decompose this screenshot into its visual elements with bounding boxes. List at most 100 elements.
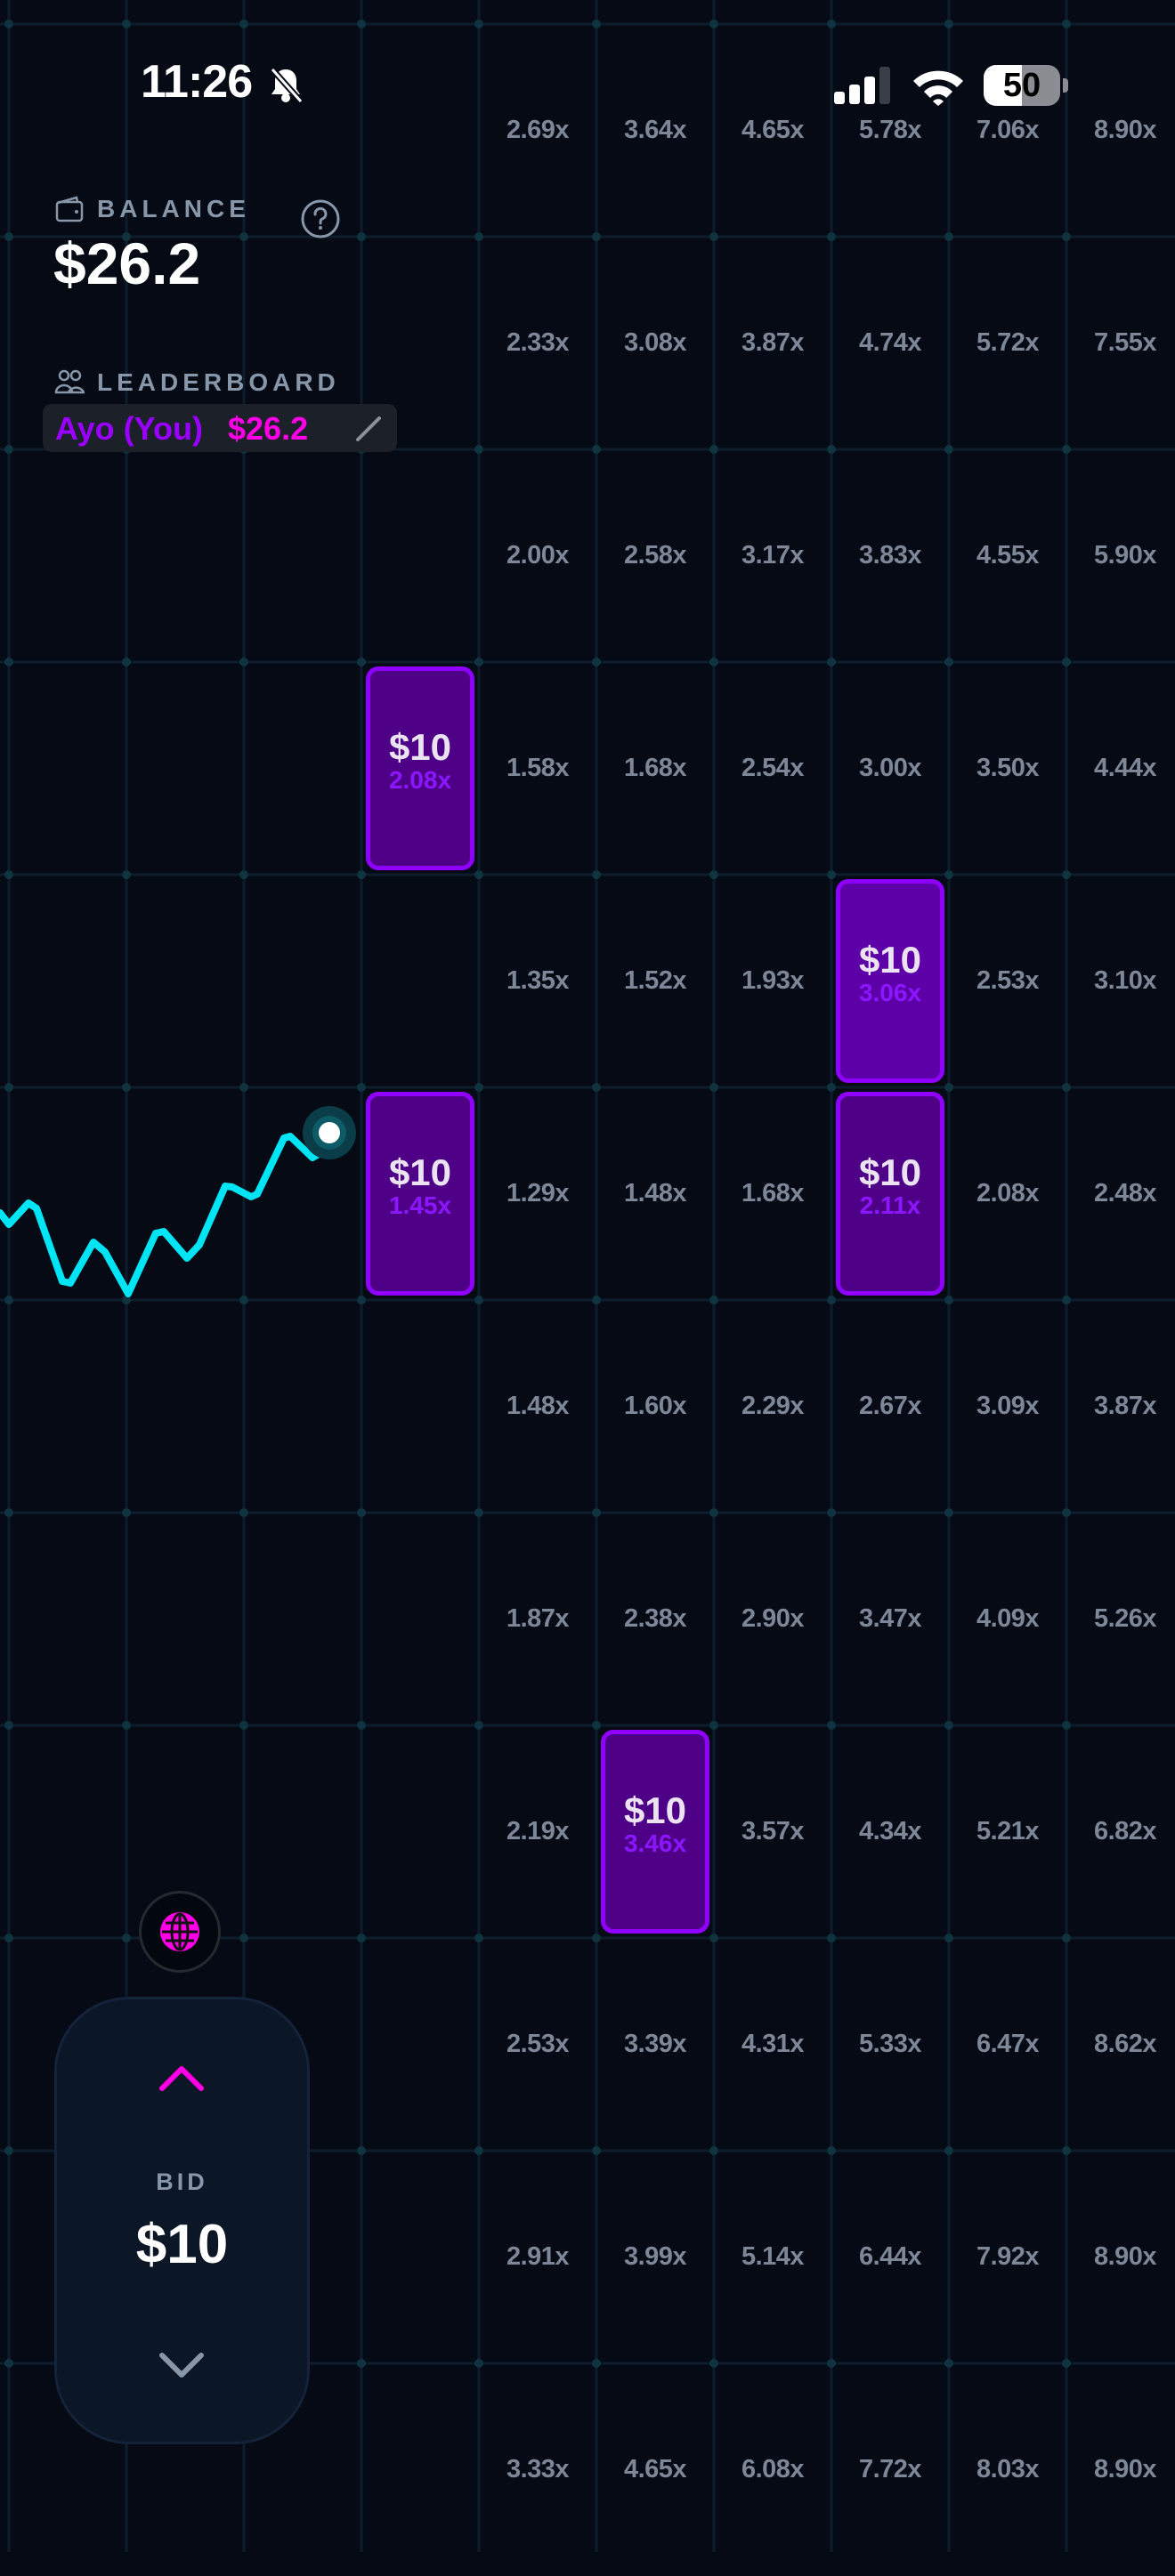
- question-circle-icon[interactable]: [300, 198, 341, 239]
- grid-cell[interactable]: 3.64x: [596, 24, 714, 237]
- grid-node: [239, 1508, 248, 1517]
- multiplier-value: 1.48x: [506, 1392, 570, 1420]
- chevron-down-icon[interactable]: [157, 2348, 207, 2384]
- grid-cell[interactable]: 4.44x: [1066, 662, 1175, 875]
- grid-cell[interactable]: 7.72x: [831, 2363, 949, 2576]
- grid-cell[interactable]: 2.53x: [479, 1938, 596, 2151]
- grid-cell[interactable]: 6.44x: [831, 2151, 949, 2363]
- grid-cell[interactable]: 3.00x: [831, 662, 949, 875]
- grid-cell[interactable]: 3.08x: [596, 237, 714, 449]
- grid-cell[interactable]: 2.53x: [949, 875, 1066, 1087]
- grid-node: [827, 658, 836, 666]
- grid-cell[interactable]: 4.34x: [831, 1725, 949, 1938]
- grid-cell[interactable]: 1.58x: [479, 662, 596, 875]
- grid-cell[interactable]: 6.47x: [949, 1938, 1066, 2151]
- pencil-icon[interactable]: [354, 413, 385, 443]
- grid-cell[interactable]: 3.47x: [831, 1513, 949, 1725]
- grid-cell[interactable]: 2.90x: [714, 1513, 831, 1725]
- grid-cell[interactable]: 1.68x: [714, 1087, 831, 1300]
- grid-cell[interactable]: 5.90x: [1066, 449, 1175, 662]
- grid-node: [239, 20, 248, 28]
- grid-cell[interactable]: 2.58x: [596, 449, 714, 662]
- multiplier-value: 1.68x: [741, 1179, 805, 1207]
- globe-button[interactable]: [139, 1891, 221, 1973]
- grid-cell[interactable]: 2.19x: [479, 1725, 596, 1938]
- grid-cell[interactable]: 5.33x: [831, 1938, 949, 2151]
- grid-cell[interactable]: 4.74x: [831, 237, 949, 449]
- grid-cell[interactable]: 5.72x: [949, 237, 1066, 449]
- grid-cell[interactable]: 2.69x: [479, 24, 596, 237]
- leaderboard-entry[interactable]: Ayo (You) $26.2: [43, 404, 397, 452]
- grid-cell[interactable]: 2.00x: [479, 449, 596, 662]
- placed-bet-card[interactable]: $10 2.08x: [366, 666, 474, 870]
- grid-cell[interactable]: 3.99x: [596, 2151, 714, 2363]
- grid-cell[interactable]: 8.90x: [1066, 24, 1175, 237]
- multiplier-value: 1.48x: [623, 1179, 687, 1207]
- chevron-up-icon[interactable]: [157, 2060, 207, 2096]
- grid-cell[interactable]: 3.33x: [479, 2363, 596, 2576]
- grid-cell[interactable]: 3.17x: [714, 449, 831, 662]
- grid-cell[interactable]: 8.62x: [1066, 1938, 1175, 2151]
- grid-cell[interactable]: 3.39x: [596, 1938, 714, 2151]
- grid-cell[interactable]: 1.68x: [596, 662, 714, 875]
- grid-cell[interactable]: 1.35x: [479, 875, 596, 1087]
- grid-node: [709, 870, 718, 879]
- grid-cell[interactable]: 1.52x: [596, 875, 714, 1087]
- grid-cell[interactable]: 5.78x: [831, 24, 949, 237]
- grid-node: [122, 20, 131, 28]
- grid-node: [1062, 1934, 1071, 1942]
- grid-cell[interactable]: 2.48x: [1066, 1087, 1175, 1300]
- grid-cell[interactable]: 2.91x: [479, 2151, 596, 2363]
- multiplier-value: 1.68x: [623, 754, 687, 782]
- grid-cell[interactable]: 1.87x: [479, 1513, 596, 1725]
- grid-cell[interactable]: 6.08x: [714, 2363, 831, 2576]
- multiplier-value: 8.90x: [1093, 2242, 1157, 2271]
- grid-cell[interactable]: 1.93x: [714, 875, 831, 1087]
- grid-cell[interactable]: 4.65x: [714, 24, 831, 237]
- grid-cell[interactable]: 3.57x: [714, 1725, 831, 1938]
- grid-cell[interactable]: 7.06x: [949, 24, 1066, 237]
- grid-cell[interactable]: 2.54x: [714, 662, 831, 875]
- placed-bet-card[interactable]: $10 3.06x: [836, 879, 944, 1083]
- grid-cell[interactable]: 4.55x: [949, 449, 1066, 662]
- grid-node: [474, 1296, 483, 1304]
- grid-cell[interactable]: 4.65x: [596, 2363, 714, 2576]
- grid-cell[interactable]: 8.03x: [949, 2363, 1066, 2576]
- grid-cell[interactable]: 1.29x: [479, 1087, 596, 1300]
- grid-cell[interactable]: 3.50x: [949, 662, 1066, 875]
- grid-cell[interactable]: 4.31x: [714, 1938, 831, 2151]
- grid-cell[interactable]: 2.29x: [714, 1300, 831, 1513]
- grid-cell[interactable]: 3.83x: [831, 449, 949, 662]
- grid-cell[interactable]: 4.09x: [949, 1513, 1066, 1725]
- grid-cell[interactable]: 5.26x: [1066, 1513, 1175, 1725]
- grid-cell[interactable]: 2.67x: [831, 1300, 949, 1513]
- grid-cell[interactable]: 8.90x: [1066, 2363, 1175, 2576]
- grid-cell[interactable]: 7.92x: [949, 2151, 1066, 2363]
- grid-cell[interactable]: 6.82x: [1066, 1725, 1175, 1938]
- grid-cell[interactable]: 2.33x: [479, 237, 596, 449]
- multiplier-value: 6.47x: [976, 2030, 1040, 2058]
- grid-cell[interactable]: 1.48x: [479, 1300, 596, 1513]
- grid-cell[interactable]: 1.48x: [596, 1087, 714, 1300]
- leaderboard-value: $26.2: [228, 410, 309, 447]
- grid-node: [709, 445, 718, 454]
- grid-cell[interactable]: 5.21x: [949, 1725, 1066, 1938]
- placed-bet-card[interactable]: $10 3.46x: [601, 1730, 709, 1934]
- multiplier-value: 2.53x: [506, 2030, 570, 2058]
- grid-cell[interactable]: 2.08x: [949, 1087, 1066, 1300]
- grid-cell[interactable]: 2.38x: [596, 1513, 714, 1725]
- grid-node: [592, 1721, 601, 1730]
- grid-cell[interactable]: 8.90x: [1066, 2151, 1175, 2363]
- placed-bet-card[interactable]: $10 1.45x: [366, 1092, 474, 1296]
- grid-cell[interactable]: 3.10x: [1066, 875, 1175, 1087]
- grid-cell[interactable]: 3.87x: [1066, 1300, 1175, 1513]
- grid-cell[interactable]: 3.09x: [949, 1300, 1066, 1513]
- placed-bet-card[interactable]: $10 2.11x: [836, 1092, 944, 1296]
- multiplier-value: 3.50x: [976, 754, 1040, 782]
- grid-cell[interactable]: 1.60x: [596, 1300, 714, 1513]
- grid-cell[interactable]: 5.14x: [714, 2151, 831, 2363]
- grid-cell[interactable]: 3.87x: [714, 237, 831, 449]
- balance-value: $26.2: [53, 230, 201, 296]
- grid-node: [122, 658, 131, 666]
- grid-cell[interactable]: 7.55x: [1066, 237, 1175, 449]
